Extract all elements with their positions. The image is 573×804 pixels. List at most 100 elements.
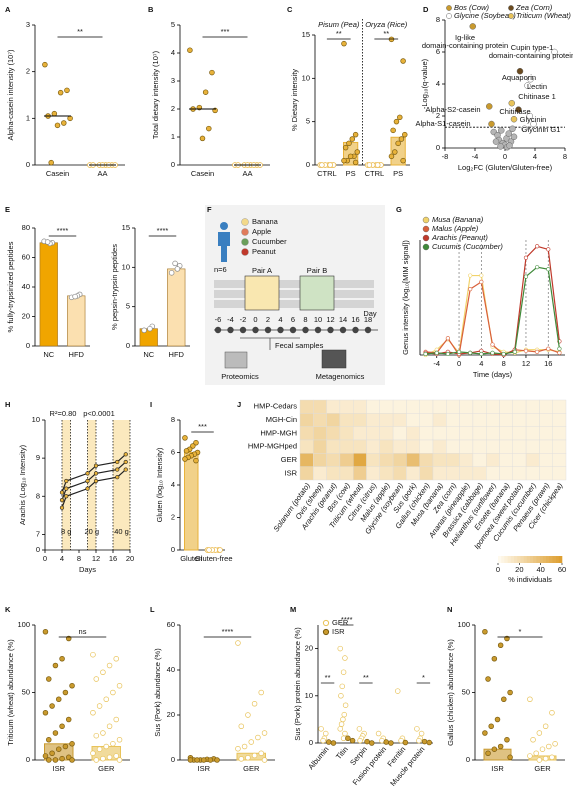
legend-label: Glycine (Soybean) [454,11,516,20]
heat-cell [379,466,394,481]
legend-marker [322,628,330,636]
heat-cell [472,453,487,467]
data-point [337,645,343,652]
x-tick-label: 0 [457,359,461,368]
data-point [535,265,540,270]
colorbar-step [536,556,540,563]
data-point [67,115,73,122]
data-point [542,755,549,762]
heat-cell [379,399,394,414]
day-marker [239,326,247,334]
colorbar-step [526,556,531,563]
heat-cell [419,413,434,427]
heat-cell [392,413,407,427]
annotation: R²=0.80 [50,409,77,418]
data-point [194,757,200,763]
data-point [510,133,518,141]
y-tick-label: 2 [436,111,440,120]
data-point [341,157,347,164]
data-point [214,757,220,763]
day-marker [352,326,359,334]
data-point [116,736,123,743]
heat-cell [525,453,540,467]
annotation: domain-containing protein [489,51,573,60]
data-point [64,87,70,94]
panel-label: F [207,205,212,214]
x-tick-label: ISR [197,764,210,773]
annotation: Lectin [527,82,547,91]
day-label: 6 [291,315,295,324]
data-point [327,162,333,168]
data-point [235,640,241,646]
day-label: -6 [215,315,222,324]
data-point [535,244,540,249]
heat-cell [539,426,553,441]
sig-label: ** [325,673,331,682]
day-label: 18 [364,315,372,324]
heat-cell [459,413,474,427]
heat-cell [539,466,553,481]
heat-cell [299,453,314,467]
colorbar-tick-label: 20 [515,565,523,574]
data-point [402,739,409,746]
heat-cell [472,399,487,414]
data-point [501,696,507,702]
heat-cell [299,413,314,427]
panel-label: C [287,5,293,14]
data-point [199,135,206,142]
x-tick-label: Gluten [180,554,202,563]
y-tick-label: 2 [171,104,175,113]
panel-label: E [5,205,10,214]
y-axis-label: Triticum (wheat) abundance (%) [6,639,15,746]
heat-cell [419,453,434,467]
y-tick-label: 80 [22,223,30,232]
arrow [240,337,300,350]
heat-cell [552,453,567,467]
heat-cell [432,413,447,427]
data-point [352,131,359,138]
heat-cell [446,466,460,481]
heat-cell [299,439,314,454]
data-point [507,754,513,761]
panel-label: K [5,605,11,614]
heat-cell [379,413,394,427]
data-point [488,120,495,128]
heat-cell [419,426,434,441]
data-point [59,755,65,762]
data-point [318,726,324,732]
legend-label: GER [332,618,349,627]
y-tick-label: 0 [126,341,130,350]
heat-cell [406,439,420,454]
annotation: Chitinase [499,107,530,116]
x-tick-label: 12 [522,359,530,368]
data-point [445,336,450,341]
heat-cell [353,413,367,427]
heat-cell [512,466,527,481]
colorbar-step [510,556,515,563]
data-point [523,348,529,353]
data-point [426,739,433,746]
data-point [434,350,439,356]
data-point [516,67,524,75]
y-tick-label: 9 [36,453,40,462]
data-point [123,459,128,465]
samples-label: Fecal samples [275,341,324,350]
x-tick-label: Casein [191,169,214,178]
y-tick-label: 0 [171,545,175,554]
method-label: Proteomics [221,372,259,381]
legend-marker [322,619,330,627]
data-point [90,651,96,658]
data-point [354,149,361,155]
heat-cell [366,439,381,454]
heat-cell [525,426,540,441]
data-point [491,746,498,752]
data-point [342,144,349,151]
data-point [488,723,494,729]
y-tick-label: 0 [171,755,175,764]
data-point [106,723,113,729]
data-point [485,750,491,756]
data-point [388,740,394,746]
y-axis-label: Genus intensity (log₁₀[MIM signal]) [401,240,410,355]
data-point [501,351,506,357]
y-axis-label: Gluten (log₁₀ Intensity) [155,447,164,522]
